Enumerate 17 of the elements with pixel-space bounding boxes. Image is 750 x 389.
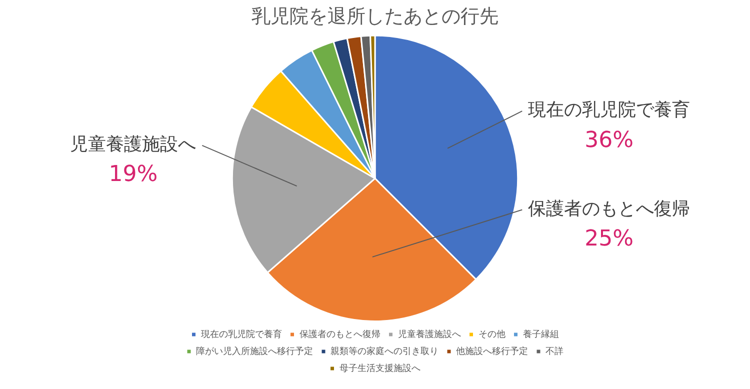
legend-label: 児童養護施設へ (398, 328, 461, 340)
slice-label: 保護者のもとへ復帰 (528, 198, 690, 220)
slice-label: 現在の乳児院で養育 (528, 100, 690, 121)
legend-label: 保護者のもとへ復帰 (299, 328, 380, 340)
legend-label: 不詳 (546, 346, 564, 357)
legend-label: 他施設へ移行予定 (456, 346, 528, 357)
chart-title: 乳児院を退所したあとの行先 (252, 5, 498, 28)
data-label: 25% (584, 226, 634, 252)
legend-label: 養子縁組 (522, 328, 559, 340)
legend-label: 障がい児入所施設へ移行予定 (196, 346, 313, 357)
data-label: 36% (584, 128, 634, 153)
data-label: 19% (108, 162, 158, 188)
slice-label: 児童養護施設へ (70, 134, 196, 156)
legend-label: 親類等の家庭への引き取り (330, 346, 438, 357)
legend-label: 母子生活支援施設へ (339, 362, 420, 374)
legend-label: その他 (478, 328, 506, 340)
legend-label: 現在の乳児院で養育 (200, 328, 282, 340)
